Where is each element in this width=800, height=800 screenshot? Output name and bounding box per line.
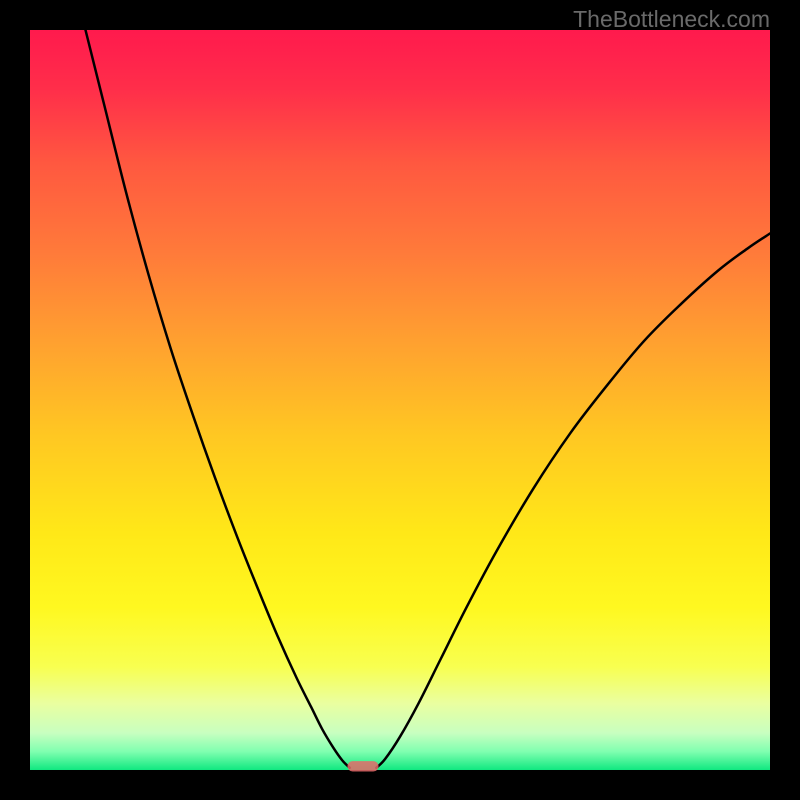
optimal-marker	[347, 761, 378, 771]
watermark-text: TheBottleneck.com	[573, 6, 770, 33]
bottleneck-chart	[0, 0, 800, 800]
chart-background	[30, 30, 770, 770]
